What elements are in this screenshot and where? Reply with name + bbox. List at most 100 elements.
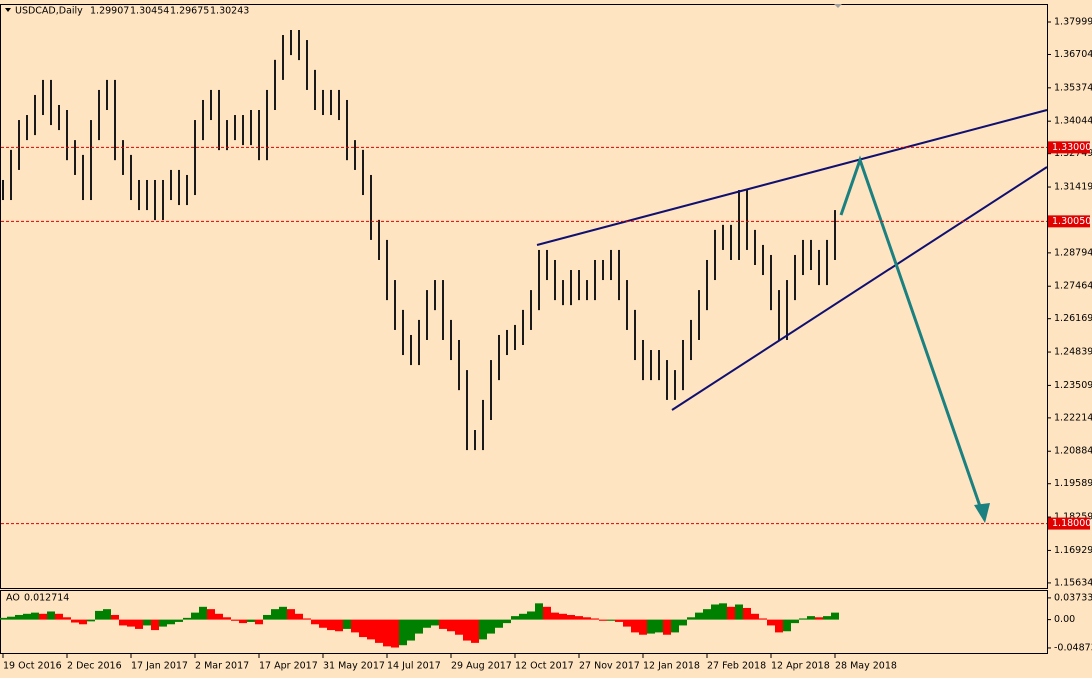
annotations <box>536 109 1048 523</box>
y-tick-label: 0.037338 <box>1054 592 1092 603</box>
ao-bar <box>671 619 679 633</box>
price-bar <box>634 309 636 361</box>
price-bar <box>722 224 724 250</box>
price-bar <box>778 290 780 340</box>
y-tick-label: 1.27464 <box>1054 281 1092 292</box>
ao-bar <box>759 618 767 620</box>
ao-bar <box>607 619 615 621</box>
ao-bar <box>575 616 583 620</box>
ao-bar <box>527 611 535 620</box>
price-bar <box>418 319 420 366</box>
ao-bar <box>7 616 15 620</box>
y-tick-label: 1.26169 <box>1054 313 1092 324</box>
price-bar <box>642 339 644 381</box>
price-bar <box>354 140 356 170</box>
ao-bar <box>303 618 311 620</box>
ao-bar <box>823 616 831 620</box>
level-label: 1.18000 <box>1052 518 1091 529</box>
price-bar <box>714 229 716 281</box>
price-bar <box>498 334 500 381</box>
ao-bar <box>255 619 263 625</box>
ao-bar <box>567 614 575 620</box>
price-bar <box>250 110 252 146</box>
price-bar <box>106 79 108 111</box>
ao-bar <box>79 619 87 625</box>
ao-bar <box>783 619 791 632</box>
price-bar <box>730 224 732 260</box>
price-bar <box>818 249 820 286</box>
ao-bar <box>151 619 159 631</box>
x-tick-label: 14 Jul 2017 <box>387 661 441 672</box>
ao-bar <box>95 610 103 620</box>
price-bar <box>810 239 812 271</box>
indicator-value: 0.012714 <box>24 593 69 604</box>
ao-bar <box>127 619 135 627</box>
ao-bar <box>343 619 351 629</box>
ao-bar <box>23 613 31 620</box>
ao-bar <box>495 619 503 628</box>
price-bar <box>210 89 212 121</box>
ao-bar <box>47 611 55 620</box>
price-bar <box>410 334 412 366</box>
price-bar <box>178 169 180 206</box>
ao-bar <box>511 616 519 620</box>
x-tick-label: 2 Mar 2017 <box>195 661 249 672</box>
x-tick-label: 29 Aug 2017 <box>451 661 512 672</box>
ao-bar <box>319 619 327 628</box>
price-bar <box>186 174 188 206</box>
ao-bar <box>55 613 63 620</box>
marks <box>2 30 836 451</box>
level-tag <box>1048 517 1090 530</box>
price-bar <box>346 99 348 161</box>
price-bar <box>546 249 548 281</box>
level-tag <box>1048 141 1090 154</box>
x-tick-label: 2 Dec 2016 <box>67 661 122 672</box>
ao-bar <box>407 619 415 641</box>
y-tick-label: 1.28794 <box>1054 247 1092 258</box>
ao-bar <box>623 619 631 627</box>
ao-bar <box>87 619 95 622</box>
y-tick-label: 1.23509 <box>1054 380 1092 391</box>
y-tick-label: 1.18259 <box>1054 512 1092 523</box>
ao-bar <box>279 606 287 620</box>
price-bar <box>50 79 52 126</box>
price-bar <box>698 290 700 340</box>
ao-bar <box>63 617 71 620</box>
ao-bar <box>687 617 695 620</box>
price-bar <box>570 270 572 306</box>
ao-bar <box>375 619 383 643</box>
ohlc-high: 1.30454 <box>130 6 169 17</box>
ao-bar <box>767 619 775 626</box>
price-bar <box>666 360 668 400</box>
price-bar <box>514 324 516 351</box>
ao-bar <box>679 619 687 626</box>
price-bar <box>562 280 564 306</box>
ao-bar <box>743 607 751 620</box>
ao-bar <box>335 619 343 632</box>
price-bar <box>746 190 748 250</box>
price-bar <box>554 259 556 301</box>
ao-bar <box>167 619 175 625</box>
ao-bar <box>263 614 271 620</box>
price-bar <box>466 370 468 451</box>
ao-bar <box>367 619 375 640</box>
price-bar <box>218 89 220 151</box>
y-tick-label: 1.37999 <box>1054 17 1092 28</box>
price-bar <box>594 259 596 301</box>
ao-bar <box>559 613 567 620</box>
indicator-frame <box>0 590 1048 654</box>
price-bar <box>626 280 628 330</box>
y-tick-label: 1.22214 <box>1054 412 1092 423</box>
ao-bar <box>239 619 247 624</box>
ao-bar <box>399 619 407 646</box>
ao-bar <box>751 613 759 620</box>
price-bar <box>754 229 756 266</box>
level-label: 1.33000 <box>1052 142 1091 153</box>
price-bar <box>474 430 476 451</box>
price-bar <box>90 120 92 201</box>
ao-bar <box>831 612 839 620</box>
x-tick-label: 27 Nov 2017 <box>579 661 640 672</box>
price-bar <box>146 179 148 211</box>
ao-bar <box>31 612 39 620</box>
ohlc-low: 1.29675 <box>170 6 209 17</box>
